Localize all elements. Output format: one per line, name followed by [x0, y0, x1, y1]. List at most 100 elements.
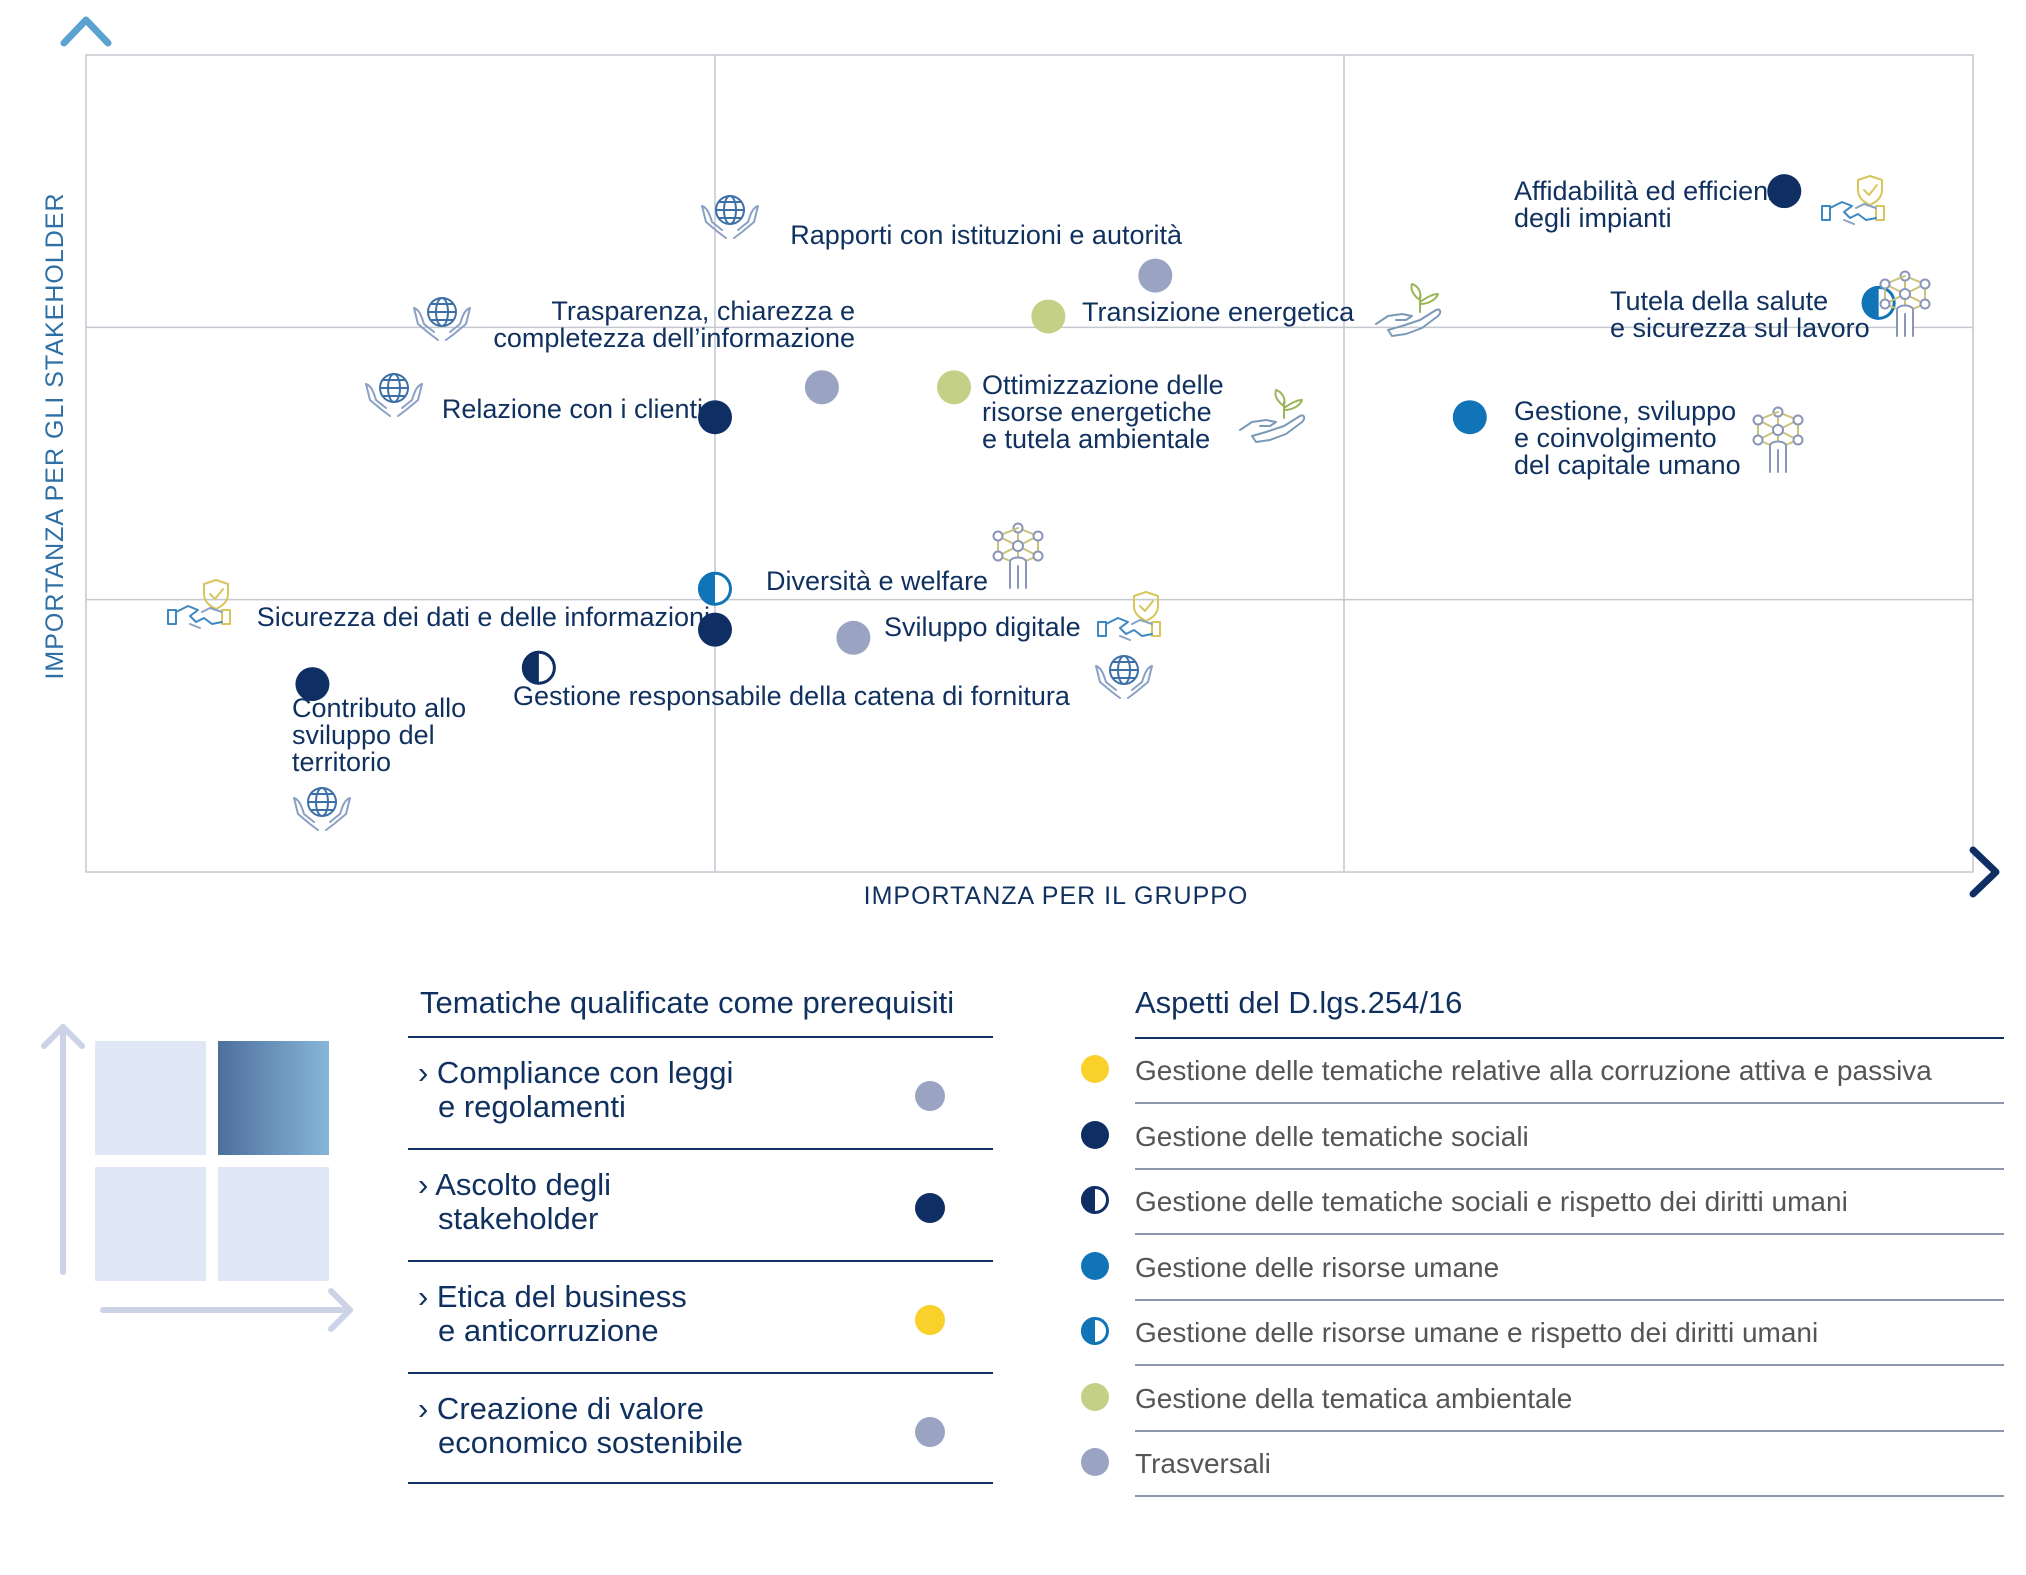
- prerequisite-category-dot: [915, 1305, 945, 1335]
- data-point: Tutela della salute e sicurezza sul lavor…: [1610, 270, 1931, 343]
- legend-item: Gestione delle risorse umane e rispetto …: [1067, 1300, 2004, 1366]
- point-marker: [1081, 1055, 1109, 1083]
- data-point: Gestione responsabile della catena di fo…: [513, 650, 1153, 711]
- point-marker: [1031, 299, 1066, 334]
- prerequisite-label-line1: › Ascolto degli: [418, 1167, 611, 1202]
- point-marker: [1081, 1186, 1109, 1214]
- prerequisite-label: › Etica del business e anticorruzione: [418, 1280, 888, 1348]
- aspects-divider: [1135, 1037, 2004, 1039]
- legend-item: Gestione delle tematiche sociali: [1067, 1104, 2004, 1170]
- prerequisite-label: › Ascolto degli stakeholder: [418, 1168, 888, 1236]
- data-point: Gestione, sviluppo e coinvolgimento del ca…: [1452, 396, 1804, 480]
- people-network-icon: [992, 522, 1044, 589]
- data-point-label: Gestione, sviluppo e coinvolgimento del ca…: [1514, 396, 1741, 480]
- globe-hands-icon: [413, 297, 471, 341]
- data-point-label: Gestione responsabile della catena di fo…: [513, 681, 1071, 711]
- plant-hand-icon: [1239, 389, 1306, 443]
- data-point-label: Tutela della salute e sicurezza sul lavor…: [1610, 286, 1870, 343]
- legend-label: Gestione delle tematiche sociali e rispe…: [1135, 1186, 1848, 1217]
- point-marker: [1081, 1251, 1109, 1280]
- prerequisite-item: › Ascolto degli stakeholder: [408, 1148, 993, 1260]
- legend-item: Trasversali: [1067, 1431, 2004, 1497]
- legend-item: Gestione delle tematiche sociali e rispe…: [1067, 1169, 2004, 1235]
- people-network-icon: [1752, 406, 1804, 473]
- point-marker: [1081, 1120, 1109, 1149]
- prerequisite-label: › Creazione di valore economico sostenibi…: [418, 1392, 888, 1460]
- point-marker: [1081, 1382, 1109, 1411]
- legend-label: Gestione delle tematiche relative alla c…: [1135, 1055, 1932, 1086]
- data-point: Affidabilità ed efficienza degli impianti: [1514, 174, 1885, 233]
- point-marker: [1138, 258, 1173, 293]
- legend-label: Gestione della tematica ambientale: [1135, 1382, 1573, 1414]
- data-point-label: Trasparenza, chiarezza e completezza dell…: [493, 296, 855, 353]
- legend-label: Gestione delle risorse umane e rispetto …: [1135, 1317, 1819, 1348]
- legend-divider: [1135, 1429, 2004, 1432]
- prerequisite-category-dot: [915, 1081, 945, 1111]
- legend-swatch: [1081, 1448, 1109, 1476]
- prerequisite-label: › Compliance con leggi e regolamenti: [418, 1056, 888, 1124]
- legend-swatch: [1081, 1382, 1109, 1411]
- point-marker: [521, 650, 556, 685]
- prerequisite-category-dot: [915, 1417, 945, 1447]
- data-point: Relazione con i clienti: [365, 373, 732, 435]
- prerequisite-label-line2: e anticorruzione: [438, 1313, 659, 1348]
- shield-handshake-icon: [167, 579, 231, 629]
- legend-item: Gestione delle tematiche relative alla c…: [1067, 1038, 2004, 1104]
- point-marker: [1081, 1317, 1109, 1345]
- legend-swatch: [1081, 1251, 1109, 1280]
- prerequisite-label-line1: › Compliance con leggi: [418, 1055, 734, 1090]
- legend-item: Gestione della tematica ambientale: [1067, 1366, 2004, 1432]
- legend-swatch: [1081, 1186, 1109, 1214]
- point-marker: [836, 620, 871, 655]
- prerequisite-label-line2: economico sostenibile: [438, 1425, 744, 1460]
- shield-handshake-icon: [1097, 591, 1161, 641]
- chart-points: Affidabilità ed efficienza degli impianti…: [167, 174, 1931, 831]
- prerequisite-item: › Etica del business e anticorruzione: [408, 1260, 993, 1372]
- plant-hand-icon: [1375, 283, 1442, 337]
- legend-divider: [1135, 1495, 2004, 1497]
- globe-hands-icon: [293, 787, 351, 831]
- legend-label: Gestione delle risorse umane: [1135, 1251, 1500, 1283]
- legend-divider: [1135, 1298, 2004, 1301]
- data-point: Sicurezza dei dati e delle informazioni: [167, 579, 732, 647]
- x-axis-label: IMPORTANZA PER IL GRUPPO: [864, 882, 1249, 910]
- legend-divider: [1135, 1364, 2004, 1366]
- prerequisite-label-line2: stakeholder: [438, 1201, 599, 1236]
- globe-hands-icon: [701, 195, 759, 239]
- prerequisite-label-line1: › Etica del business: [418, 1279, 687, 1314]
- data-point-label: Contributo allo sviluppo del territorio: [292, 693, 466, 777]
- point-marker: [1767, 174, 1802, 209]
- data-point: Diversità e welfare: [698, 522, 1044, 606]
- point-marker: [1452, 400, 1487, 435]
- data-point: Rapporti con istituzioni e autorità: [701, 195, 1183, 293]
- materiality-matrix: IMPORTANZA PER IL GRUPPO IMPORTANZA PER …: [41, 16, 2000, 910]
- legend-divider: [1135, 1167, 2004, 1170]
- legend-label: Gestione delle tematiche sociali: [1135, 1120, 1529, 1152]
- point-marker: [804, 370, 839, 405]
- globe-hands-icon: [365, 373, 423, 417]
- legend-divider: [1135, 1233, 2004, 1235]
- data-point-label: Sviluppo digitale: [884, 612, 1081, 642]
- data-point-label: Rapporti con istituzioni e autorità: [790, 220, 1183, 250]
- point-marker: [295, 667, 330, 702]
- data-point: Contributo allo sviluppo del territorio: [292, 667, 466, 831]
- data-point-label: Sicurezza dei dati e delle informazioni: [257, 602, 710, 632]
- data-point: Sviluppo digitale: [836, 591, 1161, 655]
- point-marker: [698, 400, 732, 435]
- data-point-label: Affidabilità ed efficienza degli impianti: [1514, 176, 1798, 233]
- legend-item: Gestione delle risorse umane: [1067, 1235, 2004, 1301]
- prerequisite-item: › Compliance con leggi e regolamenti: [408, 1036, 993, 1148]
- globe-hands-icon: [1095, 655, 1153, 699]
- prerequisite-item: › Creazione di valore economico sostenibi…: [408, 1372, 993, 1484]
- data-point-label: Diversità e welfare: [766, 566, 988, 596]
- legend-swatch: [1081, 1317, 1109, 1345]
- data-point: Transizione energetica: [1031, 283, 1442, 337]
- shield-handshake-icon: [1821, 175, 1885, 225]
- data-point-label: Relazione con i clienti: [442, 394, 703, 424]
- point-marker: [698, 571, 732, 606]
- quadrant-legend-icon: [41, 1024, 353, 1332]
- prerequisites-title: Tematiche qualificate come prerequisiti: [420, 985, 955, 1020]
- chart-axes: [60, 16, 2000, 898]
- legend-divider: [1135, 1102, 2004, 1104]
- people-network-icon: [1879, 270, 1931, 337]
